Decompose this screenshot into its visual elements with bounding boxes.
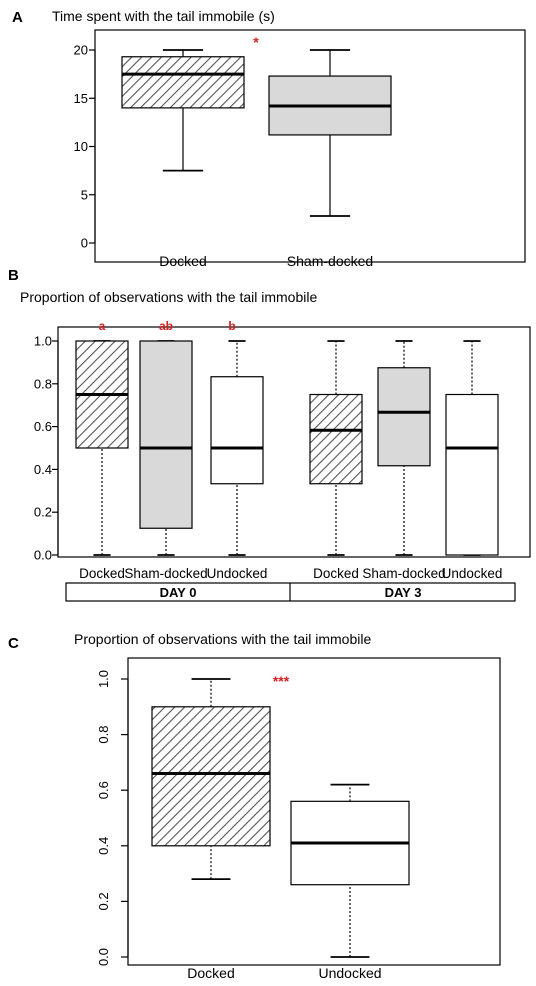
panel-a-title: Time spent with the tail immobile (s) [52,8,275,24]
x-category-label: Undocked [442,566,503,581]
panel-a: A Time spent with the tail immobile (s) … [12,8,526,269]
panel-letter-c: C [8,635,19,652]
x-category-label: Sham-docked [287,253,373,269]
x-category-label: Sham-docked [362,566,445,581]
x-category-label: Docked [159,253,206,269]
box-iqr [139,340,193,529]
box-iqr [210,376,264,485]
panel-letter-a: A [12,9,23,26]
y-tick-label: 5 [81,187,88,202]
y-tick-label: 1.0 [96,670,111,688]
y-tick-label: 0.2 [96,892,111,910]
significance-letter: ab [159,319,173,333]
box-iqr [151,706,271,847]
x-category-label: Docked [79,566,125,581]
panel-b-title: Proportion of observations with the tail… [20,289,317,305]
group-label: DAY 0 [160,585,197,600]
box-iqr [121,56,245,109]
significance-letter: a [99,319,106,333]
x-category-label: Docked [187,965,234,981]
panel-c-title: Proportion of observations with the tail… [74,631,371,647]
y-tick-label: 0.8 [96,726,111,744]
y-tick-label: 0.2 [34,505,52,520]
significance-marker: *** [273,673,290,689]
y-tick-label: 10 [74,139,88,154]
y-tick-label: 0 [81,236,88,251]
y-tick-label: 0.4 [96,837,111,855]
x-category-label: Undocked [207,566,268,581]
panel-letter-b: B [8,267,19,284]
box-iqr [377,367,431,467]
panel-a-plot: 0 5 10 15 20 Docked Sham-docked * [74,29,526,269]
y-tick-label: 1.0 [34,334,52,349]
panel-c-plot: 0.0 0.2 0.4 0.6 0.8 1.0 Docked Undocked *** [96,657,501,981]
box-iqr [309,393,363,485]
x-category-label: Docked [313,566,359,581]
y-tick-label: 0.4 [34,462,52,477]
significance-letter: b [228,319,235,333]
box-iqr [445,393,499,556]
y-tick-label: 0.0 [34,548,52,563]
y-tick-label: 0.6 [96,781,111,799]
y-tick-label: 20 [74,43,88,58]
x-category-label: Undocked [318,965,381,981]
panel-c: C Proportion of observations with the ta… [8,631,501,981]
panel-b: B Proportion of observations with the ta… [8,267,531,602]
y-tick-label: 0.6 [34,419,52,434]
x-category-label: Sham-docked [124,566,207,581]
y-tick-label: 0.8 [34,376,52,391]
y-tick-label: 0.0 [96,948,111,966]
y-tick-label: 15 [74,91,88,106]
significance-marker: * [253,34,259,50]
group-label: DAY 3 [385,585,422,600]
